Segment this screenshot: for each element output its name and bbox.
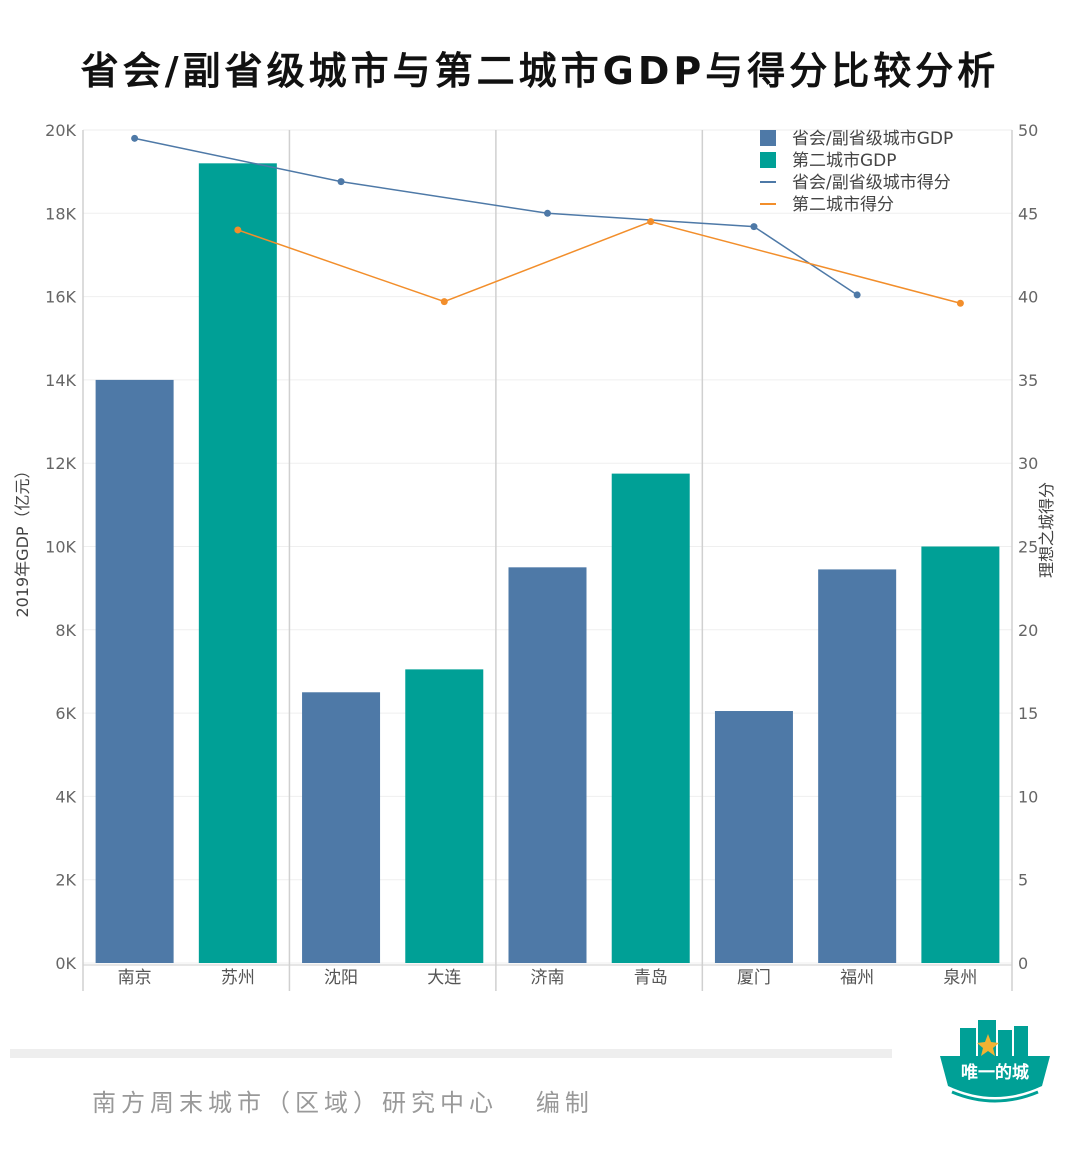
bar <box>921 547 999 964</box>
bars <box>96 163 1000 963</box>
bar <box>509 567 587 963</box>
bar <box>302 692 380 963</box>
y-tick-label: 14K <box>45 371 76 390</box>
y2-tick-label: 35 <box>1018 371 1038 390</box>
category-label: 南京 <box>118 968 152 988</box>
series-point <box>441 298 448 305</box>
left-axis-ticks: 0K 2K 4K 6K 8K 10K 12K 14K 16K 18K 20K <box>45 121 76 973</box>
y-axis-title: 2019年GDP（亿元） <box>13 462 32 617</box>
legend-label: 省会/副省级城市得分 <box>792 173 951 193</box>
credit-text: 南方周末城市（区域）研究中心 编制 <box>92 1083 594 1118</box>
legend-swatch <box>760 152 776 168</box>
bar <box>405 669 483 963</box>
category-label: 厦门 <box>737 968 771 988</box>
y2-tick-label: 30 <box>1018 454 1038 473</box>
bar <box>818 569 896 963</box>
y-tick-label: 12K <box>45 454 76 473</box>
y2-tick-label: 25 <box>1018 538 1038 557</box>
series-point <box>854 291 861 298</box>
y2-tick-label: 10 <box>1018 787 1038 806</box>
bar <box>199 163 277 963</box>
series-point <box>957 300 964 307</box>
legend-label: 第二城市GDP <box>792 151 897 171</box>
y-tick-label: 6K <box>55 704 76 723</box>
bar <box>96 380 174 963</box>
category-label: 青岛 <box>634 968 668 988</box>
logo-text: 唯一的城 <box>961 1062 1029 1083</box>
right-axis-ticks: 0 5 10 15 20 25 30 35 40 45 50 <box>1018 121 1038 973</box>
category-label: 沈阳 <box>324 968 358 988</box>
y2-axis-title: 理想之城得分 <box>1037 482 1056 578</box>
category-label: 济南 <box>531 968 565 988</box>
category-label: 苏州 <box>221 968 255 988</box>
y2-tick-label: 5 <box>1018 871 1028 890</box>
category-labels: 南京 苏州 沈阳 大连 济南 青岛 厦门 福州 泉州 <box>118 968 978 988</box>
series-point <box>647 218 654 225</box>
category-label: 福州 <box>840 968 874 988</box>
y-tick-label: 18K <box>45 204 76 223</box>
logo: 唯一的城 <box>938 1016 1052 1108</box>
y2-tick-label: 0 <box>1018 954 1028 973</box>
legend-swatch <box>760 130 776 146</box>
series-point <box>234 226 241 233</box>
y-tick-label: 4K <box>55 787 76 806</box>
series-point <box>544 210 551 217</box>
category-label: 大连 <box>427 968 461 988</box>
y-tick-label: 0K <box>55 954 76 973</box>
bar <box>612 474 690 963</box>
series-point <box>750 223 757 230</box>
y2-tick-label: 45 <box>1018 204 1038 223</box>
y-tick-label: 20K <box>45 121 76 140</box>
y2-tick-label: 15 <box>1018 704 1038 723</box>
legend-label: 省会/副省级城市GDP <box>792 129 953 149</box>
series-point <box>131 135 138 142</box>
bar <box>715 711 793 963</box>
category-label: 泉州 <box>943 968 977 988</box>
y2-tick-label: 50 <box>1018 121 1038 140</box>
chart: 0K 2K 4K 6K 8K 10K 12K 14K 16K 18K 20K 0 5 10 15 20 25 3… <box>0 0 1080 1000</box>
y2-tick-label: 40 <box>1018 288 1038 307</box>
y-tick-label: 8K <box>55 621 76 640</box>
y-tick-label: 10K <box>45 538 76 557</box>
footer-divider <box>10 1049 892 1058</box>
y-tick-label: 2K <box>55 871 76 890</box>
legend-label: 第二城市得分 <box>792 195 894 215</box>
series-point <box>338 178 345 185</box>
y-tick-label: 16K <box>45 288 76 307</box>
y2-tick-label: 20 <box>1018 621 1038 640</box>
